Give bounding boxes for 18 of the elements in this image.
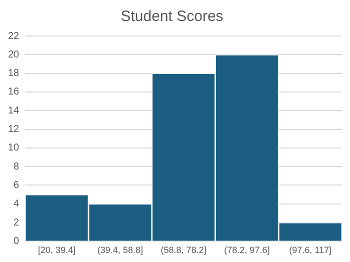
y-tick-label: 20: [8, 49, 20, 60]
y-tick-label: 16: [8, 86, 20, 98]
y-tick-label: 6: [14, 180, 20, 191]
y-tick-label: 4: [14, 198, 20, 210]
x-tick-label: (58.8, 78.2]: [160, 245, 206, 256]
y-tick-label: 10: [8, 142, 20, 154]
y-tick-label: 14: [8, 105, 20, 116]
y-tick-label: 2: [14, 217, 20, 228]
y-tick-label: 0: [14, 236, 20, 247]
x-tick-label: (78.2, 97.6]: [224, 245, 270, 256]
x-tick-label: [20, 39.4]: [38, 245, 76, 256]
y-tick-label: 22: [8, 30, 20, 42]
y-tick-label: 12: [8, 124, 20, 136]
chart-title: Student Scores: [120, 8, 224, 26]
y-tick-label: 18: [8, 68, 20, 80]
x-tick-label: (97.6, 117]: [289, 245, 332, 256]
x-tick-label: (39.4, 58.8]: [97, 245, 143, 256]
y-tick-label: 8: [14, 161, 20, 172]
